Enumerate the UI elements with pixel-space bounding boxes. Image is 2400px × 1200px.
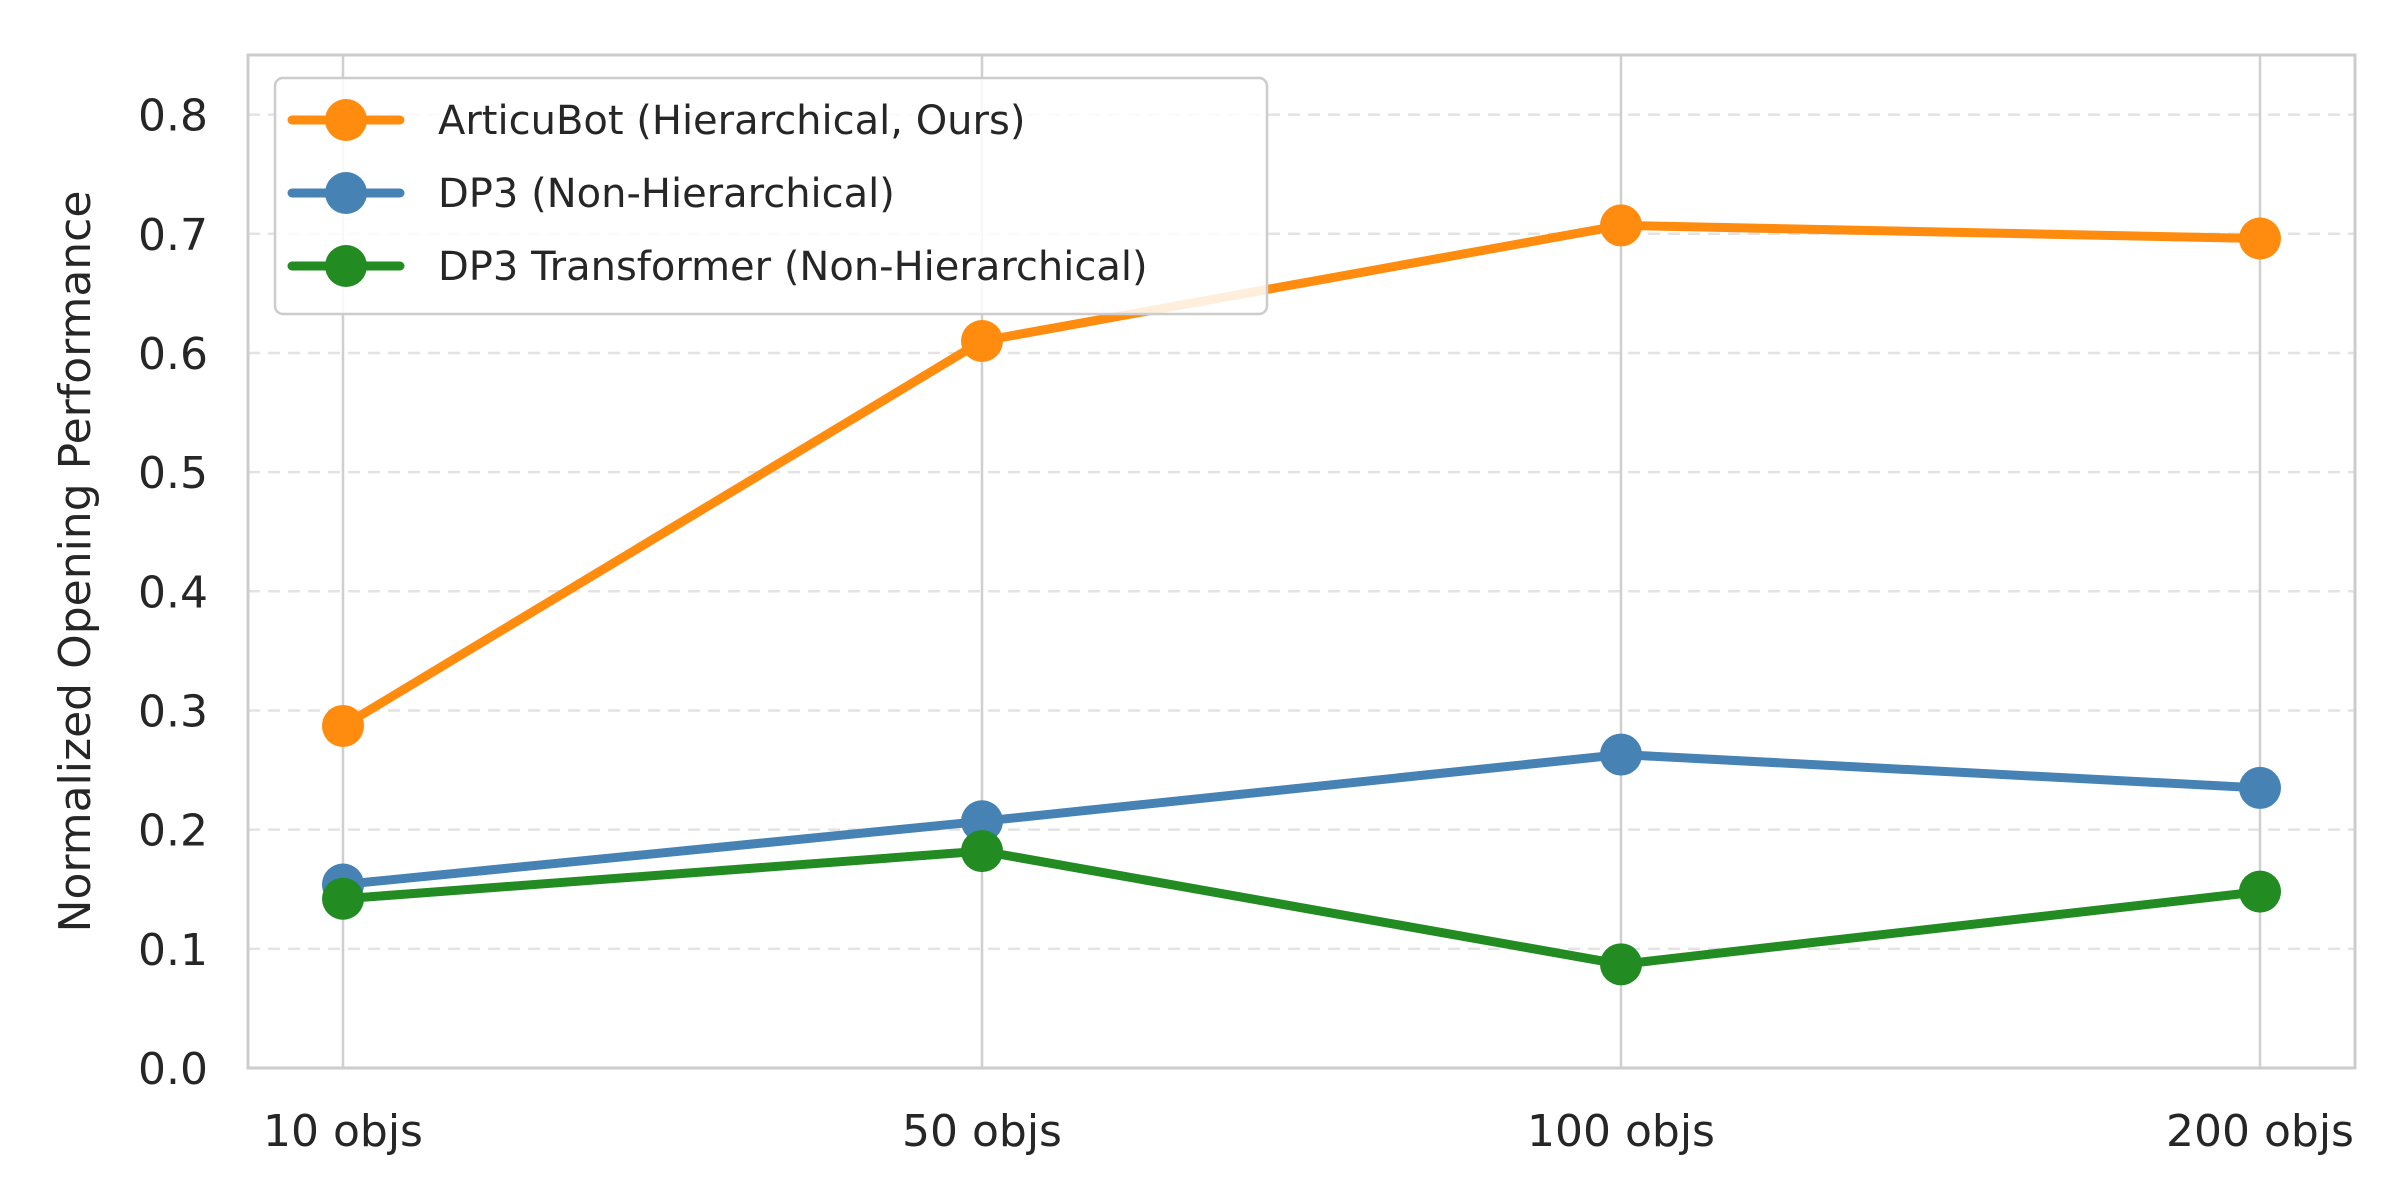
- x-tick-label: 50 objs: [902, 1106, 1062, 1157]
- legend-label: DP3 (Non-Hierarchical): [438, 171, 895, 217]
- data-point: [961, 830, 1003, 873]
- data-point: [322, 704, 364, 747]
- plot-frame: [246, 53, 2357, 1070]
- legend: ArticuBot (Hierarchical, Ours) DP3 (Non-H…: [273, 76, 1269, 316]
- series-line: [338, 220, 2265, 731]
- y-tick-label: 0.5: [138, 448, 208, 499]
- x-tick-label: 10 objs: [263, 1106, 423, 1157]
- y-tick-label: 0.4: [138, 567, 208, 618]
- x-tick-label: 200 objs: [2166, 1106, 2354, 1157]
- y-axis-ticks: 0.0 0.1 0.2 0.3 0.4 0.5 0.6 0.7 0.8: [138, 91, 208, 1095]
- series-1: [322, 204, 2281, 747]
- data-point: [2239, 766, 2281, 809]
- y-tick-label: 0.0: [138, 1044, 208, 1095]
- legend-label: DP3 Transformer (Non-Hierarchical): [438, 244, 1148, 290]
- y-tick-label: 0.1: [138, 925, 208, 976]
- data-point: [1600, 204, 1642, 247]
- y-tick-label: 0.3: [138, 686, 208, 737]
- legend-item: DP3 (Non-Hierarchical): [287, 171, 895, 217]
- y-tick-label: 0.2: [138, 806, 208, 857]
- legend-marker: [325, 245, 367, 287]
- data-point: [2239, 870, 2281, 913]
- series-line: [338, 846, 2265, 969]
- series-3: [322, 830, 2281, 986]
- legend-box: [273, 76, 1269, 316]
- legend-label: ArticuBot (Hierarchical, Ours): [438, 98, 1025, 144]
- data-series: [322, 204, 2281, 986]
- legend-item: ArticuBot (Hierarchical, Ours): [287, 98, 1025, 144]
- y-tick-label: 0.8: [138, 91, 208, 142]
- legend-marker: [325, 99, 367, 141]
- data-point: [1600, 943, 1642, 986]
- x-axis-ticks: 10 objs 50 objs 100 objs 200 objs: [263, 1106, 2354, 1157]
- legend-marker: [325, 172, 367, 214]
- y-tick-label: 0.7: [138, 210, 208, 261]
- data-point: [322, 877, 364, 920]
- data-point: [2239, 217, 2281, 260]
- data-point: [1600, 733, 1642, 776]
- x-tick-label: 100 objs: [1527, 1106, 1715, 1157]
- legend-item: DP3 Transformer (Non-Hierarchical): [287, 244, 1148, 290]
- data-point: [961, 320, 1003, 363]
- data-point: [961, 800, 1003, 843]
- series-2: [322, 733, 2281, 906]
- y-tick-label: 0.6: [138, 329, 208, 380]
- series-line: [338, 750, 2265, 889]
- y-axis-label: Normalized Opening Performance: [50, 191, 101, 933]
